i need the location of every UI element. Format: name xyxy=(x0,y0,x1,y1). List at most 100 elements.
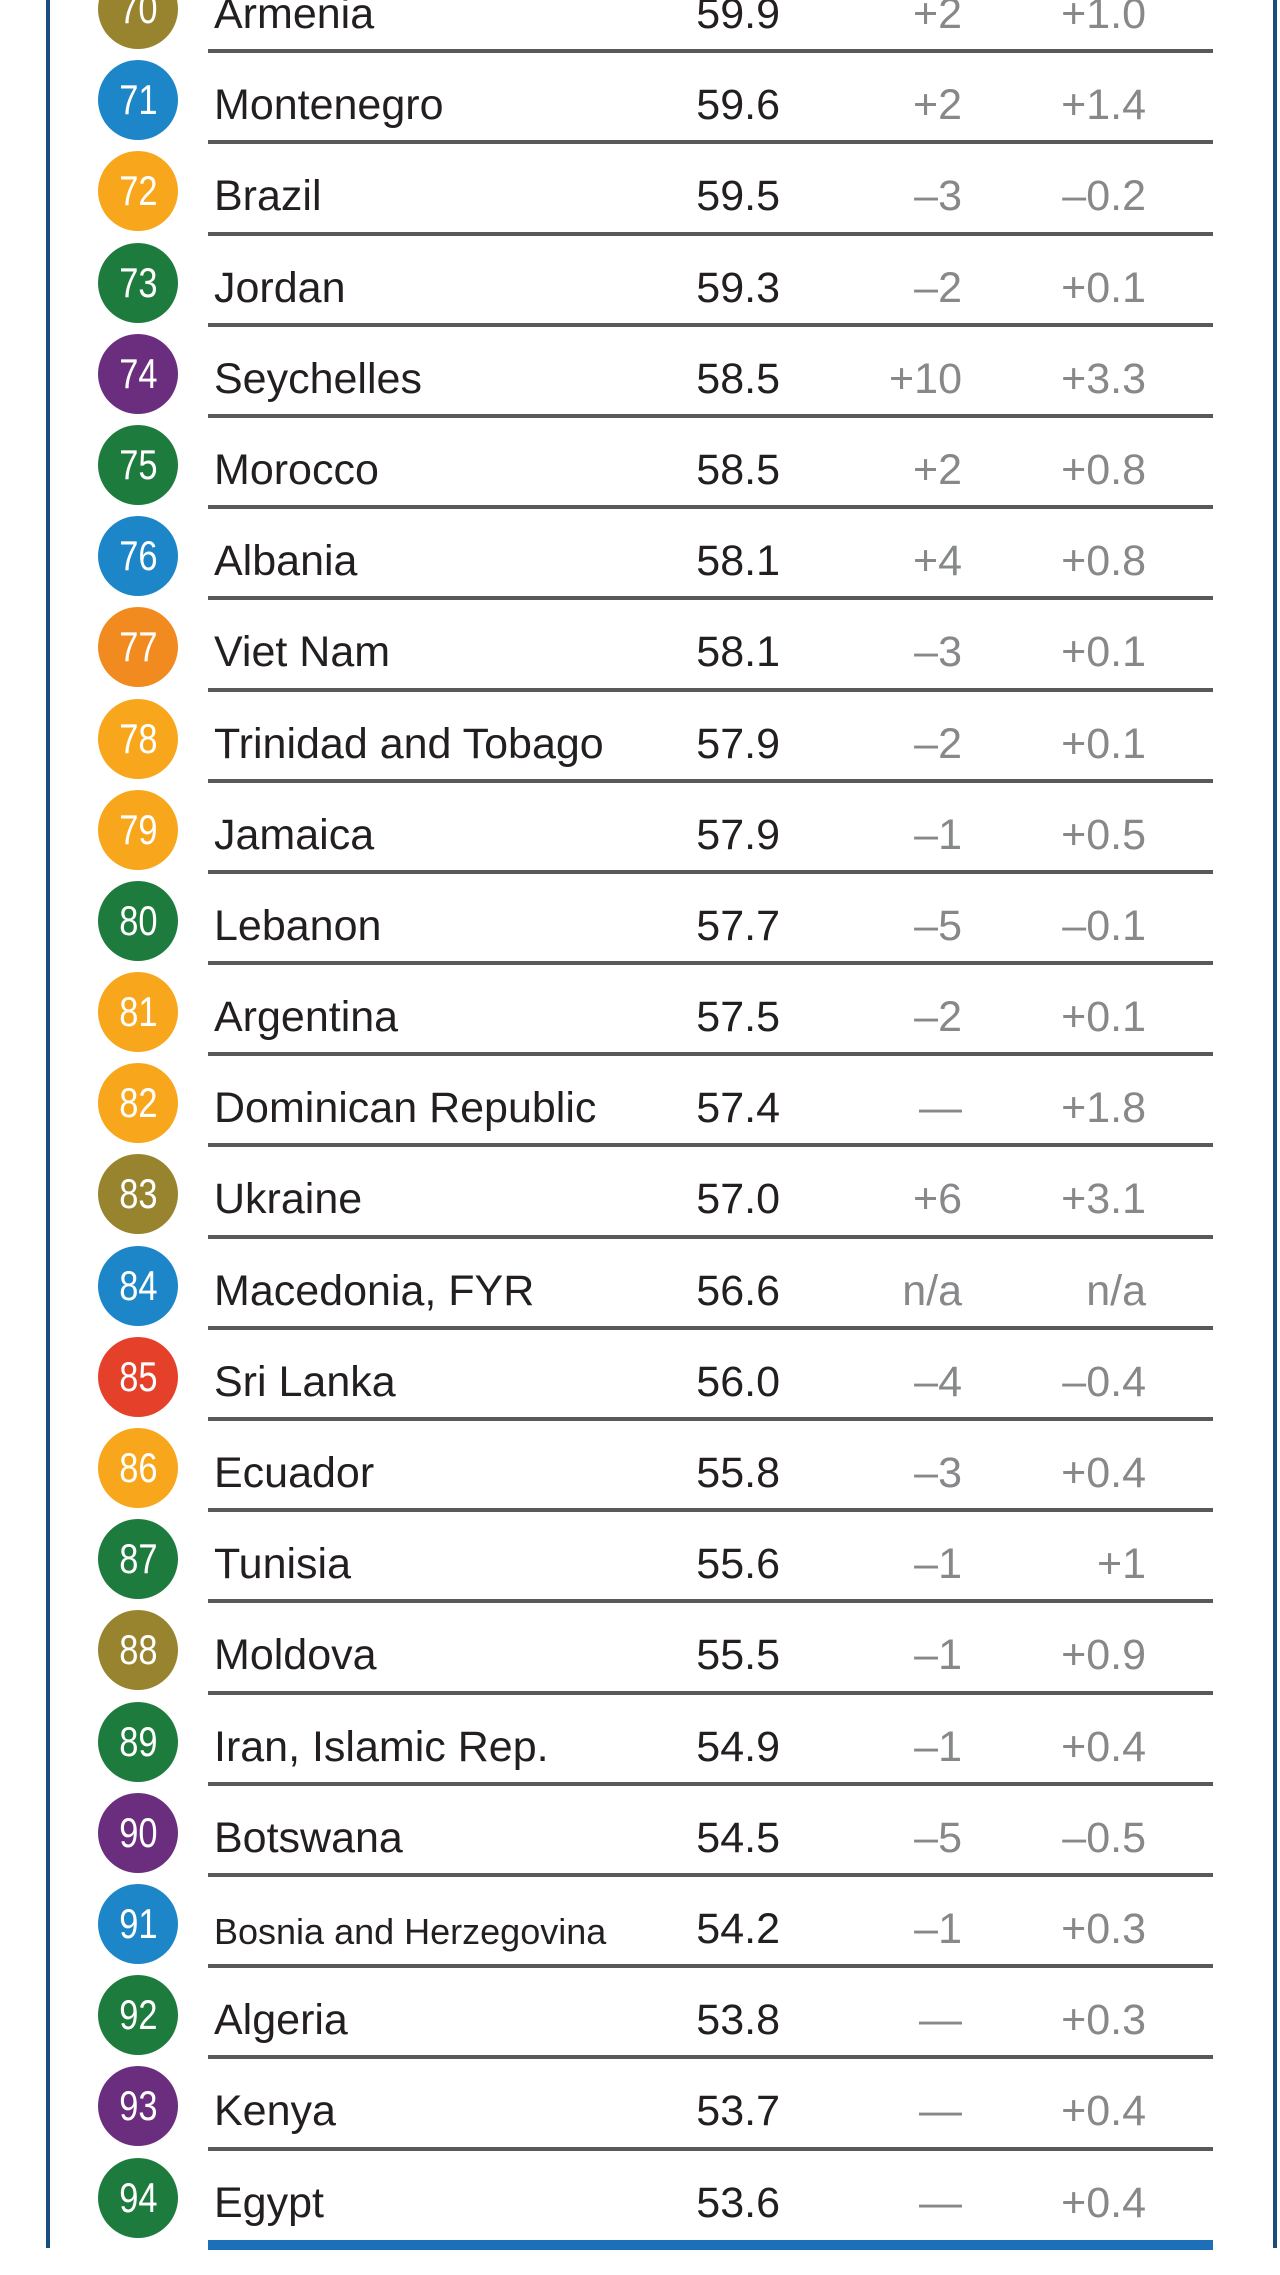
row-separator xyxy=(208,413,1213,418)
score-change-value: +1 xyxy=(1096,1540,1146,1589)
score-change-value: +0.5 xyxy=(1061,810,1146,859)
rank-badge: 75 xyxy=(98,424,178,505)
rank-badge: 90 xyxy=(98,1792,178,1873)
rank-change-value: –1 xyxy=(914,1540,962,1589)
rank-badge: 73 xyxy=(98,242,178,323)
table-row: 78 Trinidad and Tobago 57.9 –2 +0.1 xyxy=(0,692,1280,783)
rank-change-value: –1 xyxy=(914,1904,962,1953)
rank-badge: 85 xyxy=(98,1336,178,1417)
row-separator xyxy=(208,1417,1213,1421)
score-change-value: +0.4 xyxy=(1061,2178,1146,2227)
rank-number: 71 xyxy=(118,76,158,124)
rank-change-value: +6 xyxy=(912,1175,962,1224)
score-value: 57.5 xyxy=(696,993,780,1042)
rank-number: 85 xyxy=(118,1352,158,1400)
score-value: 59.6 xyxy=(696,81,780,130)
rank-number: 82 xyxy=(118,1079,158,1127)
score-change-value: +1.0 xyxy=(1061,0,1146,38)
rank-badge: 93 xyxy=(98,2066,178,2147)
score-change-value: +0.1 xyxy=(1061,993,1146,1042)
rank-badge: 83 xyxy=(98,1154,178,1235)
table-row: 71 Montenegro 59.6 +2 +1.4 xyxy=(0,53,1280,145)
rank-badge: 87 xyxy=(98,1519,178,1600)
table-row: 88 Moldova 55.5 –1 +0.9 xyxy=(0,1603,1280,1695)
table-row: 91 Bosnia and Herzegovina 54.2 –1 +0.3 xyxy=(0,1877,1280,1969)
table-row: 80 Lebanon 57.7 –5 –0.1 xyxy=(0,874,1280,966)
score-change-value: +0.1 xyxy=(1061,628,1146,677)
table-row: 85 Sri Lanka 56.0 –4 –0.4 xyxy=(0,1330,1280,1421)
rank-change-value: +10 xyxy=(889,354,962,403)
rank-badge: 94 xyxy=(98,2157,178,2238)
rank-change-value: –2 xyxy=(914,719,962,768)
row-separator xyxy=(208,1690,1213,1695)
score-change-value: –0.4 xyxy=(1062,1357,1146,1406)
table-row: 94 Egypt 53.6 — +0.4 xyxy=(0,2151,1280,2242)
rank-change-value: –3 xyxy=(914,1449,962,1497)
rank-number: 77 xyxy=(118,623,158,671)
rank-badge: 71 xyxy=(98,60,178,141)
country-name: Iran, Islamic Rep. xyxy=(214,1722,549,1771)
country-name: Tunisia xyxy=(214,1540,352,1589)
rank-badge: 89 xyxy=(98,1701,178,1782)
rank-number: 93 xyxy=(118,2082,158,2130)
score-value: 58.5 xyxy=(696,354,780,403)
row-separator xyxy=(208,778,1213,783)
score-value: 58.5 xyxy=(696,445,780,494)
score-value: 53.8 xyxy=(696,1996,780,2045)
score-value: 57.9 xyxy=(696,719,780,768)
rank-change-value: +2 xyxy=(912,0,962,38)
right-page-rule xyxy=(1273,0,1277,2248)
rank-number: 88 xyxy=(118,1626,158,1674)
rank-badge: 82 xyxy=(98,1063,178,1144)
row-separator xyxy=(208,687,1213,692)
rank-change-value: +2 xyxy=(912,445,962,494)
score-change-value: –0.5 xyxy=(1062,1813,1146,1862)
row-separator xyxy=(208,1964,1213,1969)
table-row: 90 Botswana 54.5 –5 –0.5 xyxy=(0,1786,1280,1877)
score-change-value: +0.1 xyxy=(1061,719,1146,768)
rank-number: 74 xyxy=(118,349,158,397)
table-bottom-border xyxy=(208,2240,1213,2250)
row-separator xyxy=(208,140,1213,145)
rank-badge: 72 xyxy=(98,151,178,232)
table-row: 72 Brazil 59.5 –3 –0.2 xyxy=(0,144,1280,236)
table-row: 74 Seychelles 58.5 +10 +3.3 xyxy=(0,327,1280,418)
table-row: 93 Kenya 53.7 — +0.4 xyxy=(0,2059,1280,2151)
rank-number: 91 xyxy=(118,1899,158,1947)
row-separator xyxy=(208,322,1213,327)
country-name: Ukraine xyxy=(214,1175,363,1224)
rank-change-value: –1 xyxy=(914,810,962,859)
row-separator xyxy=(208,1143,1213,1148)
table-row: 82 Dominican Republic 57.4 — +1.8 xyxy=(0,1056,1280,1148)
rank-number: 87 xyxy=(118,1535,158,1583)
row-separator xyxy=(208,1872,1213,1877)
rank-change-value: — xyxy=(919,2178,962,2227)
rank-change-value: –2 xyxy=(914,993,962,1042)
country-name: Kenya xyxy=(214,2087,336,2136)
rank-number: 92 xyxy=(118,1991,158,2039)
rank-change-value: –5 xyxy=(914,901,962,950)
table-row: 73 Jordan 59.3 –2 +0.1 xyxy=(0,236,1280,327)
row-separator xyxy=(208,1234,1213,1239)
rank-change-value: –3 xyxy=(914,628,962,677)
rank-number: 94 xyxy=(118,2173,158,2221)
rank-badge: 91 xyxy=(98,1883,178,1964)
score-change-value: –0.2 xyxy=(1062,172,1146,221)
rank-badge: 74 xyxy=(98,333,178,414)
score-value: 59.5 xyxy=(696,172,780,221)
row-separator xyxy=(208,961,1213,966)
rank-change-value: –4 xyxy=(914,1357,962,1406)
row-separator xyxy=(208,1781,1213,1786)
score-value: 57.9 xyxy=(696,810,780,859)
rank-number: 90 xyxy=(118,1808,158,1856)
score-value: 54.9 xyxy=(696,1722,780,1771)
country-name: Lebanon xyxy=(214,901,382,950)
rank-number: 81 xyxy=(118,988,158,1036)
score-change-value: +0.8 xyxy=(1061,537,1146,586)
score-change-value: n/a xyxy=(1086,1266,1146,1315)
country-name: Egypt xyxy=(214,2178,324,2227)
score-value: 59.3 xyxy=(696,263,780,312)
table-row: 77 Viet Nam 58.1 –3 +0.1 xyxy=(0,600,1280,692)
rank-number: 70 xyxy=(118,0,158,32)
rank-badge: 86 xyxy=(98,1428,178,1508)
